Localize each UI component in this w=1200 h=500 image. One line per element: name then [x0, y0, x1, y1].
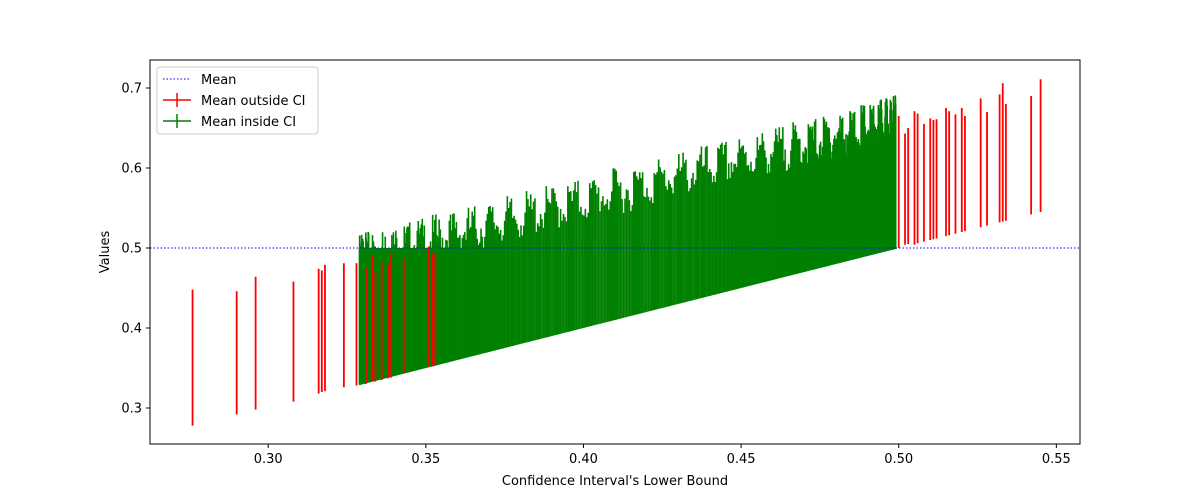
- x-tick-label: 0.50: [884, 452, 913, 467]
- legend-mean-label: Mean: [201, 73, 236, 88]
- x-axis: 0.30 0.35 0.40 0.45 0.50 0.55: [254, 444, 1071, 467]
- y-tick-label: 0.6: [121, 162, 142, 177]
- x-tick-label: 0.30: [254, 452, 283, 467]
- legend-outside-swatch: [163, 93, 191, 107]
- y-tick-label: 0.4: [121, 322, 142, 337]
- legend-outside-label: Mean outside CI: [201, 94, 306, 109]
- x-tick-label: 0.35: [411, 452, 440, 467]
- y-axis: 0.3 0.4 0.5 0.6 0.7: [121, 82, 150, 417]
- y-tick-label: 0.3: [121, 402, 142, 417]
- x-axis-label: Confidence Interval's Lower Bound: [502, 474, 728, 489]
- plot-frame: [149, 59, 1081, 445]
- series-mean-outside-ci: [191, 79, 1042, 426]
- x-tick-label: 0.45: [727, 452, 756, 467]
- x-tick-label: 0.40: [569, 452, 598, 467]
- legend: Mean Mean outside CI Mean inside CI: [156, 66, 319, 135]
- series-mean-inside-ci: [358, 95, 897, 385]
- legend-inside-swatch: [163, 114, 191, 128]
- legend-inside-label: Mean inside CI: [201, 115, 296, 130]
- y-tick-label: 0.5: [121, 242, 142, 257]
- y-tick-label: 0.7: [121, 82, 142, 97]
- x-tick-label: 0.55: [1042, 452, 1071, 467]
- y-axis-label: Values: [98, 231, 113, 274]
- legend-box: [156, 66, 319, 135]
